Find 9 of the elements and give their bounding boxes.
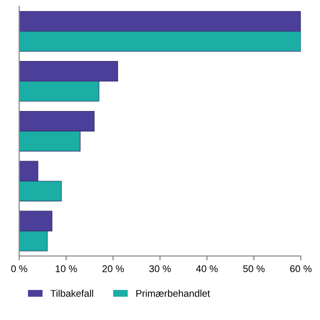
x-tick-label: 10 %: [56, 265, 77, 272]
x-tick-label: 0 %: [11, 265, 28, 272]
x-tick-label: 20 %: [102, 265, 124, 272]
legend-label: Tilbakefall: [50, 290, 94, 297]
x-tick-label: 60 %: [290, 265, 312, 272]
x-tick-label: 50 %: [243, 265, 265, 272]
legend-label: Primærbehandlet: [136, 290, 210, 297]
x-tick-label: 40 %: [196, 265, 218, 272]
x-tick-label: 30 %: [149, 265, 171, 272]
